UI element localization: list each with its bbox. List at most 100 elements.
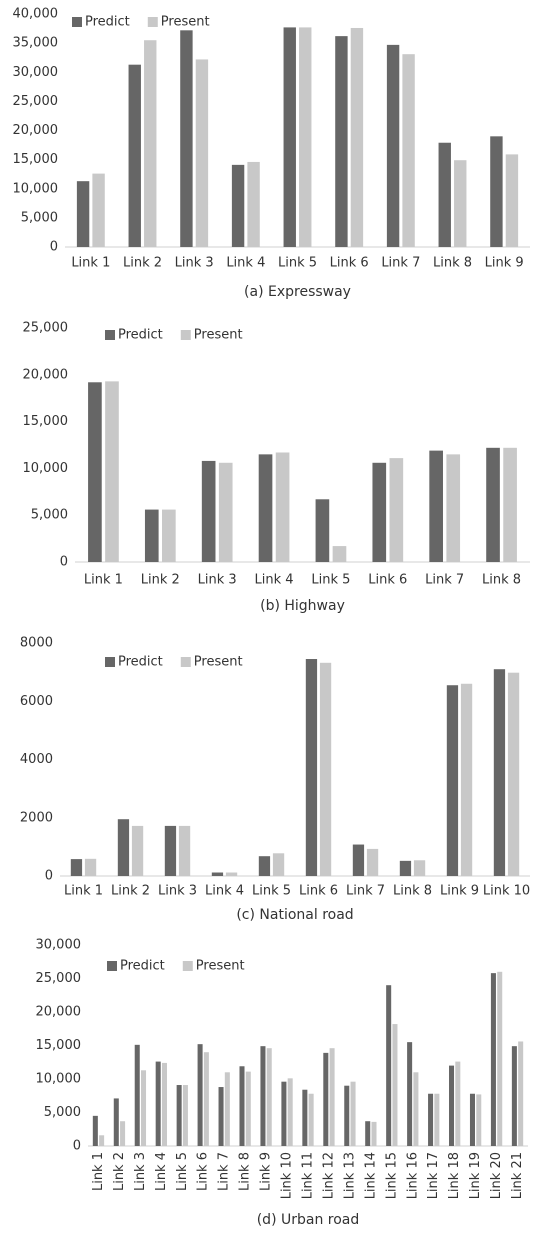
bar [76, 181, 90, 247]
y-tick-label: 15,000 [23, 414, 69, 429]
legend-label: Predict [120, 959, 165, 974]
legend-swatch [105, 657, 115, 667]
y-tick-label: 0 [45, 869, 53, 884]
x-tick-label: Link 3 [158, 884, 197, 899]
x-tick-label: Link 2 [112, 1152, 127, 1191]
bar [352, 844, 365, 876]
x-tick-label: Link 9 [259, 1152, 274, 1191]
x-tick-label: Link 5 [311, 573, 350, 588]
y-tick-label: 15,000 [36, 1038, 82, 1053]
x-tick-label: Link 3 [198, 573, 237, 588]
x-tick-label: Link 14 [363, 1152, 378, 1199]
x-tick-label: Link 3 [133, 1152, 148, 1191]
x-tick-label: Link 10 [483, 884, 530, 899]
bar [266, 1048, 272, 1146]
x-tick-label: Link 16 [405, 1152, 420, 1199]
x-tick-label: Link 17 [426, 1152, 441, 1199]
x-tick-label: Link 2 [111, 884, 150, 899]
bar [335, 36, 348, 248]
y-tick-label: 0 [50, 240, 58, 255]
legend-label: Present [194, 328, 243, 343]
bar [302, 1089, 308, 1146]
y-tick-label: 5,000 [44, 1105, 81, 1120]
x-tick-label: Link 6 [368, 573, 407, 588]
bar [371, 1121, 377, 1146]
x-tick-label: Link 5 [278, 256, 317, 271]
bar [389, 458, 404, 562]
bar [413, 1072, 419, 1146]
bar [323, 1052, 329, 1146]
x-tick-label: Link 8 [393, 884, 432, 899]
bar [224, 1072, 230, 1146]
legend-label: Present [161, 15, 210, 30]
bar [511, 1046, 517, 1146]
x-tick-label: Link 7 [217, 1152, 232, 1191]
legend-label: Predict [85, 15, 130, 30]
bar [350, 27, 364, 248]
bar [247, 161, 260, 247]
bar [258, 454, 273, 562]
y-tick-label: 15,000 [13, 152, 59, 167]
x-tick-label: Link 9 [440, 884, 479, 899]
chart-caption: (c) National road [236, 907, 353, 923]
bar [386, 985, 392, 1146]
bar [84, 858, 97, 876]
bar [469, 1093, 475, 1146]
x-tick-label: Link 21 [510, 1152, 525, 1199]
y-tick-label: 5,000 [21, 210, 58, 225]
bar [308, 1093, 314, 1146]
x-tick-label: Link 1 [91, 1152, 106, 1191]
bar [319, 662, 332, 876]
x-tick-label: Link 1 [84, 573, 123, 588]
bar [460, 683, 473, 876]
bar [231, 164, 245, 247]
y-tick-label: 20,000 [36, 1005, 82, 1020]
y-tick-label: 5,000 [31, 508, 68, 523]
bar [92, 173, 105, 247]
bar [258, 856, 271, 876]
x-tick-label: Link 7 [346, 884, 385, 899]
bar [455, 1061, 461, 1146]
chart-caption: (a) Expressway [244, 284, 351, 300]
y-tick-label: 0 [60, 555, 68, 570]
bar [413, 860, 426, 876]
bar [203, 1052, 209, 1146]
bar [144, 40, 157, 248]
bar [446, 454, 461, 562]
bar [507, 672, 520, 876]
bar [344, 1085, 350, 1146]
x-tick-label: Link 4 [255, 573, 294, 588]
bar [490, 136, 503, 247]
bar [272, 853, 285, 876]
bar [239, 1066, 245, 1146]
bar [287, 1078, 293, 1146]
bar [350, 1081, 356, 1146]
bar [476, 1094, 482, 1146]
bar [113, 1098, 119, 1146]
x-tick-label: Link 13 [342, 1152, 357, 1199]
legend-swatch [105, 330, 115, 340]
bar [99, 1135, 105, 1146]
bar [117, 819, 130, 876]
bar [182, 1085, 188, 1146]
bar [366, 848, 379, 876]
x-tick-label: Link 6 [196, 1152, 211, 1191]
bar [449, 1065, 455, 1146]
bar [505, 154, 519, 247]
bar [201, 460, 216, 562]
y-tick-label: 30,000 [36, 938, 82, 953]
bar [503, 447, 517, 562]
x-tick-label: Link 1 [64, 884, 103, 899]
x-tick-label: Link 2 [141, 573, 180, 588]
bar [428, 1093, 434, 1146]
bar [399, 860, 412, 876]
bar [180, 30, 193, 248]
bar [131, 825, 144, 876]
y-tick-label: 30,000 [13, 65, 59, 80]
bar [315, 499, 330, 562]
bar [372, 462, 387, 562]
x-tick-label: Link 8 [482, 573, 521, 588]
legend-label: Present [196, 959, 245, 974]
y-tick-label: 25,000 [13, 94, 59, 109]
bar [245, 1071, 251, 1146]
